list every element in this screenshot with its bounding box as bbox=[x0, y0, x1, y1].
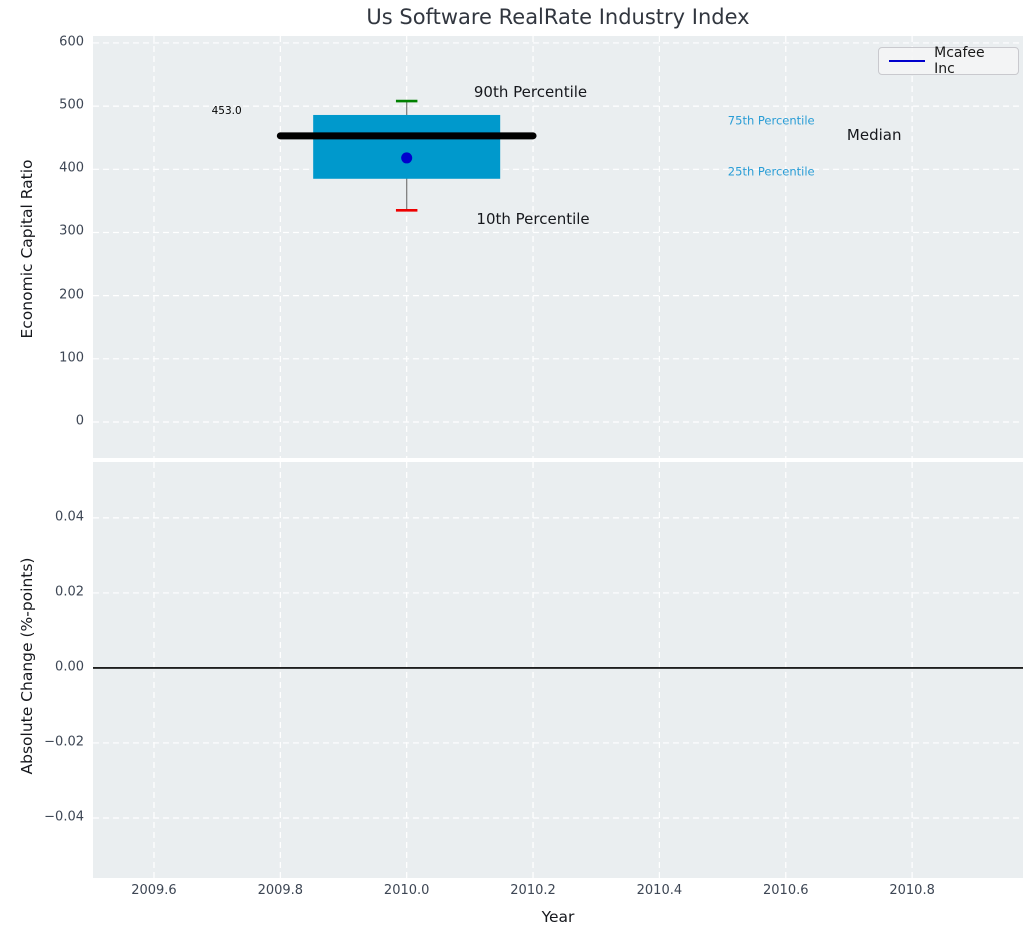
y-tick-label-top: 400 bbox=[59, 160, 84, 176]
y-tick-label-top: 200 bbox=[59, 287, 84, 303]
y-tick-label-top: 300 bbox=[59, 224, 84, 239]
y-tick-label-top: 500 bbox=[59, 97, 84, 113]
x-tick-label: 2010.8 bbox=[889, 883, 935, 898]
bottom-axes bbox=[93, 462, 1023, 878]
p10-label: 10th Percentile bbox=[476, 209, 590, 228]
legend-label: Mcafee Inc bbox=[934, 45, 985, 77]
chart-title: Us Software RealRate Industry Index bbox=[366, 5, 750, 29]
x-tick-label: 2010.6 bbox=[763, 883, 809, 898]
y-axis-label-top: Economic Capital Ratio bbox=[18, 159, 36, 339]
y-tick-label-bottom: 0.00 bbox=[55, 659, 84, 675]
x-tick-label: 2009.8 bbox=[257, 883, 304, 898]
y-tick-label-bottom: −0.04 bbox=[44, 809, 84, 825]
x-axis-label: Year bbox=[541, 908, 575, 926]
p90-label: 90th Percentile bbox=[473, 82, 588, 101]
y-tick-label-top: 0 bbox=[75, 413, 84, 429]
y-tick-label-bottom: −0.02 bbox=[44, 734, 84, 750]
median-label: Median bbox=[846, 125, 902, 144]
p75-label: 75th Percentile bbox=[727, 113, 815, 128]
y-tick-label-top: 100 bbox=[59, 350, 84, 366]
x-tick-label: 2009.6 bbox=[131, 883, 177, 898]
company-marker bbox=[401, 152, 413, 164]
median-value-annotation: 453.0 bbox=[211, 105, 242, 118]
y-tick-label-bottom: 0.04 bbox=[55, 509, 84, 525]
y-tick-label-top: 600 bbox=[59, 34, 84, 50]
legend-line-sample bbox=[889, 59, 926, 63]
x-tick-label: 2010.2 bbox=[510, 883, 556, 898]
legend: Mcafee Inc bbox=[878, 45, 1019, 77]
y-tick-label-bottom: 0.02 bbox=[55, 584, 84, 600]
x-tick-label: 2010.4 bbox=[636, 883, 683, 898]
x-tick-label: 2010.0 bbox=[383, 883, 430, 898]
p25-label: 25th Percentile bbox=[727, 164, 815, 179]
boxplot-box bbox=[313, 114, 501, 179]
